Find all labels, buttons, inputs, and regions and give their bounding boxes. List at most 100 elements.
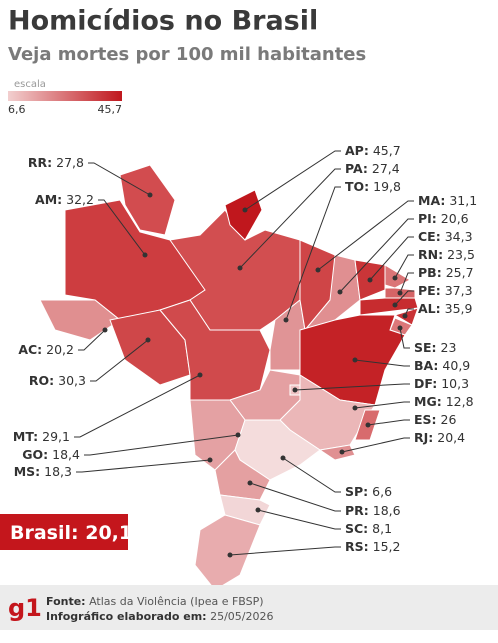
state-value: 30,3 [58,373,86,388]
state-code: SP: [345,484,368,499]
state-value: 10,3 [441,376,469,391]
state-value: 18,6 [373,503,401,518]
state-value: 37,3 [445,283,473,298]
state-label: SC: 8,1 [345,521,392,536]
leader-line [239,168,341,269]
scale-label: escala [14,79,46,90]
state-value: 23 [441,340,457,355]
leader-line [90,339,149,382]
state-code: PI: [418,211,437,226]
leader-dot [365,422,371,428]
date-text: 25/05/2026 [210,610,273,623]
state-value: 35,9 [445,301,473,316]
state-value: 29,1 [42,429,70,444]
scale-bar [8,91,122,101]
state-value: 34,3 [445,229,473,244]
state-code: MS: [14,464,40,479]
logo: g1 [8,594,42,622]
state-value: 45,7 [373,143,401,158]
leader-dot [242,207,248,213]
state-label: PR: 18,6 [345,503,401,518]
leader-line [367,419,410,426]
source: Fonte: Atlas da Violência (Ipea e FBSP) [46,595,264,608]
date: Infográfico elaborado em: 25/05/2026 [46,610,273,623]
state-label: RN: 23,5 [418,247,475,262]
leader-line [76,459,211,473]
leader-dot [145,337,151,343]
state-value: 18,3 [44,464,72,479]
leader-line [339,218,414,293]
leader-line [341,437,410,453]
state-code: RJ: [414,430,433,445]
leader-line [98,199,146,256]
state-label: RO: 30,3 [29,373,86,388]
source-text: Atlas da Violência (Ipea e FBSP) [89,595,263,608]
state-label: AL: 35,9 [418,301,473,316]
state-value: 27,4 [372,161,400,176]
state-label: SE: 23 [414,340,456,355]
leader-dot [237,265,243,271]
state-code: AP: [345,143,369,158]
leader-dot [197,372,203,378]
leader-dot [337,289,343,295]
state-code: PE: [418,283,441,298]
state-label: DF: 10,3 [414,376,469,391]
leader-line [285,186,341,321]
source-label: Fonte: [46,595,86,608]
state-code: RO: [29,373,54,388]
leader-dot [235,432,241,438]
leader-dot [292,387,298,393]
state-code: AM: [35,192,62,207]
leader-line [399,272,414,294]
state-label: MG: 12,8 [414,394,474,409]
title: Homicídios no Brasil [8,6,318,37]
state-label: RR: 27,8 [28,155,84,170]
state-code: RR: [28,155,52,170]
leader-dot [367,277,373,283]
state-value: 20,2 [46,342,74,357]
leader-dot [280,455,286,461]
state-value: 40,9 [442,358,470,373]
footer [0,585,498,630]
leader-line [282,457,341,493]
leader-dot [283,317,289,323]
state-label: RS: 15,2 [345,539,400,554]
state-value: 27,8 [56,155,84,170]
leader-line [88,162,151,196]
state-label: AP: 45,7 [345,143,401,158]
subtitle: Veja mortes por 100 mil habitantes [8,44,366,65]
state-code: PA: [345,161,368,176]
leader-line [394,290,414,306]
leader-dot [392,302,398,308]
leader-line [244,150,341,211]
state-code: MG: [414,394,442,409]
leader-dot [207,457,213,463]
leader-line [369,236,414,281]
leader-dot [352,357,358,363]
state-code: PB: [418,265,442,280]
leader-line [229,546,341,556]
state-label: PB: 25,7 [418,265,474,280]
state-code: TO: [345,179,369,194]
state-value: 12,8 [446,394,474,409]
state-value: 26 [441,412,457,427]
national-label: Brasil: [10,522,79,544]
leader-dot [397,325,403,331]
state-label: CE: 34,3 [418,229,473,244]
leader-line [78,329,106,351]
state-value: 19,8 [373,179,401,194]
leader-dot [315,267,321,273]
state-sc [219,494,271,526]
map [39,164,419,591]
leader-line [249,482,341,512]
state-rj [318,444,356,461]
state-code: MT: [13,429,38,444]
leader-dot [147,192,153,198]
leader-dot [392,275,398,281]
national-box [0,514,128,550]
leader-dot [102,327,108,333]
leader-line [394,254,414,279]
state-label: GO: 18,4 [22,447,80,462]
scale-max: 45,7 [98,103,123,116]
scale-min: 6,6 [8,103,26,116]
